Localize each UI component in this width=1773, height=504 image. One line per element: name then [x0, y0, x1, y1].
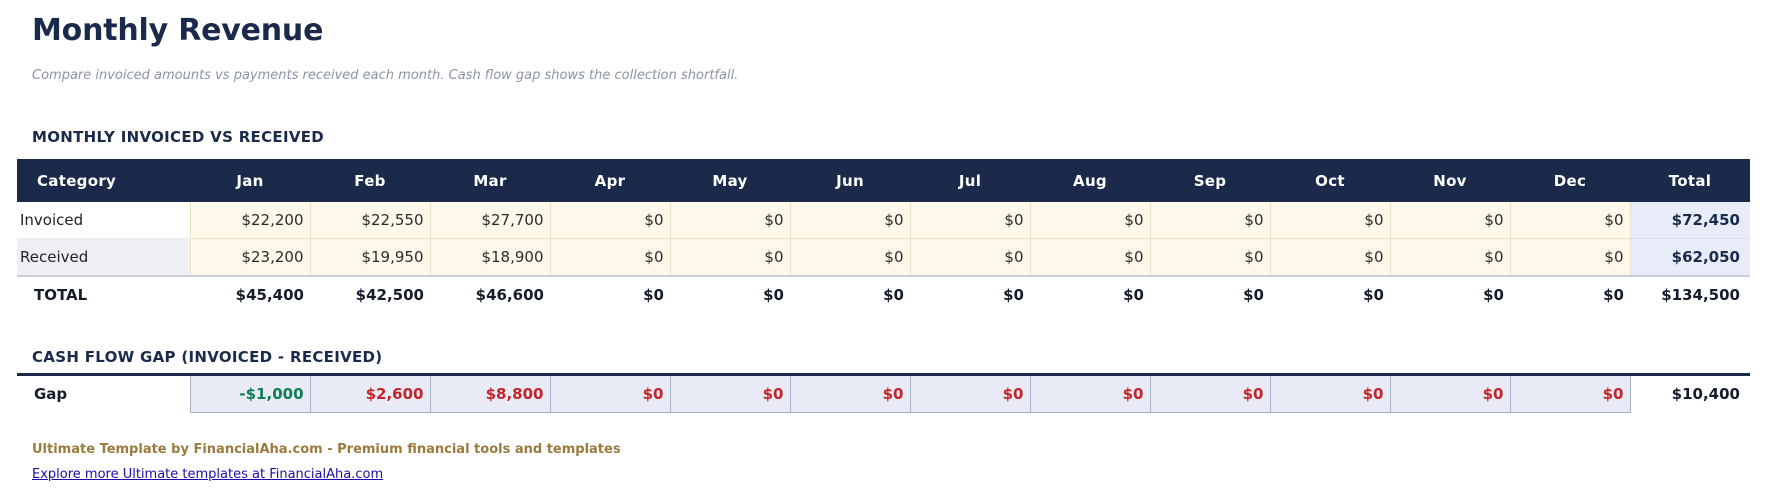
cash-flow-gap-heading: CASH FLOW GAP (INVOICED - RECEIVED): [32, 348, 383, 366]
column-header-sep: Sep: [1150, 159, 1270, 202]
table-cell: $0: [1510, 202, 1631, 239]
monthly-invoiced-table: Category Jan Feb Mar Apr May Jun Jul Aug…: [17, 159, 1750, 313]
table-cell: $27,700: [430, 202, 551, 239]
column-header-mar: Mar: [430, 159, 550, 202]
gap-cell: $0: [549, 373, 671, 413]
table-cell: $42,500: [310, 275, 430, 313]
gap-cell: $0: [1269, 373, 1391, 413]
column-header-feb: Feb: [310, 159, 430, 202]
table-cell: $0: [670, 238, 791, 276]
table-cell: $0: [1030, 202, 1151, 239]
page-footer: Ultimate Template by FinancialAha.com - …: [0, 442, 1773, 483]
brand-line: Ultimate Template by FinancialAha.com - …: [32, 442, 621, 457]
table-cell: $0: [1270, 202, 1391, 239]
gap-cell: $2,600: [309, 373, 431, 413]
column-header-oct: Oct: [1270, 159, 1390, 202]
column-header-may: May: [670, 159, 790, 202]
column-header-total: Total: [1630, 159, 1750, 202]
table-cell: $0: [1030, 238, 1151, 276]
column-header-category: Category: [17, 159, 190, 202]
gap-row: Gap -$1,000 $2,600 $8,800 $0 $0 $0 $0 $0…: [17, 373, 1750, 413]
table-cell: $0: [790, 275, 910, 313]
gap-cell: $0: [1029, 373, 1151, 413]
table-cell: $0: [1270, 275, 1390, 313]
table-cell: $0: [790, 238, 911, 276]
table-cell: $0: [670, 202, 791, 239]
row-label: Invoiced: [17, 202, 190, 239]
grand-total: $134,500: [1630, 275, 1750, 313]
page-subtitle: Compare invoiced amounts vs payments rec…: [32, 68, 739, 83]
table-cell: $18,900: [430, 238, 551, 276]
table-cell: $22,200: [189, 202, 311, 239]
table-cell: $19,950: [310, 238, 431, 276]
table-cell: $0: [1030, 275, 1150, 313]
table-cell: $0: [1510, 275, 1630, 313]
table-cell: $0: [670, 275, 790, 313]
gap-cell: $0: [1149, 373, 1271, 413]
column-header-apr: Apr: [550, 159, 670, 202]
table-cell: $46,600: [430, 275, 550, 313]
table-cell: $23,200: [189, 238, 311, 276]
received-row: Received $23,200 $19,950 $18,900 $0 $0 $…: [17, 238, 1750, 276]
table-cell: $0: [910, 238, 1031, 276]
row-label: Gap: [17, 373, 190, 413]
column-header-jun: Jun: [790, 159, 910, 202]
gap-cell: $0: [789, 373, 911, 413]
table-cell: $0: [1150, 275, 1270, 313]
table-cell: $0: [550, 275, 670, 313]
table-cell: $0: [1510, 238, 1631, 276]
column-header-jan: Jan: [190, 159, 310, 202]
row-label: TOTAL: [17, 275, 190, 313]
table-cell: $22,550: [310, 202, 431, 239]
gap-cell: -$1,000: [189, 373, 311, 413]
gap-cell: $0: [669, 373, 791, 413]
table-cell: $0: [1270, 238, 1391, 276]
table-header-row: Category Jan Feb Mar Apr May Jun Jul Aug…: [17, 159, 1750, 202]
table-cell: $0: [1150, 238, 1271, 276]
gap-total: $10,400: [1630, 373, 1750, 413]
table-cell: $0: [550, 238, 671, 276]
total-row: TOTAL $45,400 $42,500 $46,600 $0 $0 $0 $…: [17, 275, 1750, 313]
explore-templates-link[interactable]: Explore more Ultimate templates at Finan…: [32, 467, 384, 482]
table-cell: $45,400: [190, 275, 310, 313]
row-total: $72,450: [1629, 202, 1750, 239]
table-cell: $0: [1390, 275, 1510, 313]
table-cell: $0: [790, 202, 911, 239]
invoiced-vs-received-heading: MONTHLY INVOICED VS RECEIVED: [32, 128, 325, 146]
table-cell: $0: [910, 275, 1030, 313]
table-cell: $0: [1390, 202, 1511, 239]
gap-cell: $8,800: [429, 373, 551, 413]
row-label: Received: [17, 238, 190, 276]
column-header-dec: Dec: [1510, 159, 1630, 202]
table-cell: $0: [910, 202, 1031, 239]
page-title: Monthly Revenue: [32, 13, 324, 48]
invoiced-row: Invoiced $22,200 $22,550 $27,700 $0 $0 $…: [17, 202, 1750, 239]
table-cell: $0: [550, 202, 671, 239]
cash-flow-gap-table: Gap -$1,000 $2,600 $8,800 $0 $0 $0 $0 $0…: [17, 373, 1750, 413]
column-header-aug: Aug: [1030, 159, 1150, 202]
column-header-nov: Nov: [1390, 159, 1510, 202]
table-cell: $0: [1390, 238, 1511, 276]
gap-cell: $0: [1389, 373, 1511, 413]
gap-cell: $0: [909, 373, 1031, 413]
row-total: $62,050: [1629, 238, 1750, 276]
column-header-jul: Jul: [910, 159, 1030, 202]
table-cell: $0: [1150, 202, 1271, 239]
monthly-revenue-page: Monthly Revenue Compare invoiced amounts…: [0, 13, 1773, 483]
gap-cell: $0: [1509, 373, 1631, 413]
